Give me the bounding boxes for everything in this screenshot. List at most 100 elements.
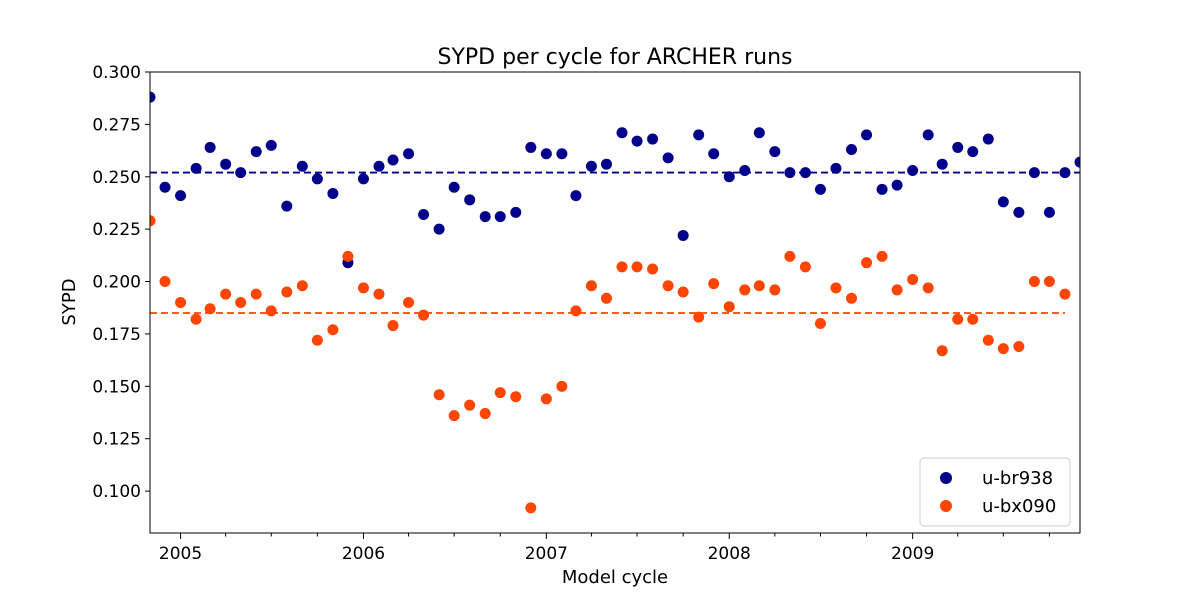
plot-area bbox=[150, 91, 1080, 514]
y-axis-title: SYPD bbox=[59, 278, 80, 325]
data-point-u-br938 bbox=[616, 127, 628, 139]
data-point-u-br938 bbox=[311, 173, 323, 185]
data-point-u-bx090 bbox=[250, 288, 262, 300]
data-point-u-bx090 bbox=[357, 282, 369, 294]
data-point-u-br938 bbox=[159, 181, 171, 193]
data-point-u-br938 bbox=[570, 190, 582, 202]
y-tick-label: 0.175 bbox=[92, 325, 141, 345]
y-tick-label: 0.275 bbox=[92, 115, 141, 135]
data-point-u-br938 bbox=[631, 135, 643, 147]
data-point-u-bx090 bbox=[327, 324, 339, 336]
data-point-u-br938 bbox=[967, 146, 979, 158]
data-point-u-bx090 bbox=[830, 282, 842, 294]
data-point-u-br938 bbox=[464, 194, 476, 206]
data-point-u-bx090 bbox=[647, 263, 659, 275]
data-point-u-bx090 bbox=[753, 280, 765, 292]
data-point-u-br938 bbox=[373, 160, 385, 172]
data-point-u-br938 bbox=[1013, 206, 1025, 218]
data-point-u-bx090 bbox=[723, 301, 735, 313]
data-point-u-bx090 bbox=[403, 297, 415, 308]
y-tick-label: 0.250 bbox=[92, 168, 141, 188]
data-point-u-bx090 bbox=[175, 297, 187, 308]
data-point-u-bx090 bbox=[342, 250, 354, 262]
data-point-u-bx090 bbox=[311, 334, 323, 346]
data-point-u-bx090 bbox=[708, 278, 720, 290]
data-point-u-bx090 bbox=[510, 391, 522, 403]
data-point-u-bx090 bbox=[997, 343, 1009, 355]
data-point-u-br938 bbox=[433, 223, 445, 235]
data-point-u-bx090 bbox=[891, 284, 903, 296]
data-point-u-bx090 bbox=[525, 502, 537, 514]
data-point-u-bx090 bbox=[922, 282, 934, 294]
data-point-u-br938 bbox=[769, 146, 781, 158]
data-point-u-br938 bbox=[403, 148, 415, 160]
data-point-u-bx090 bbox=[677, 286, 689, 298]
data-point-u-br938 bbox=[281, 200, 293, 212]
data-point-u-br938 bbox=[585, 160, 597, 172]
y-tick-label: 0.225 bbox=[92, 220, 141, 240]
legend-label-u-bx090: u-bx090 bbox=[982, 496, 1056, 517]
x-tick-label: 2008 bbox=[708, 544, 751, 564]
data-point-u-br938 bbox=[387, 154, 399, 166]
data-point-u-br938 bbox=[647, 133, 659, 145]
plot-clipped-group bbox=[150, 91, 1080, 514]
data-point-u-br938 bbox=[510, 206, 522, 218]
data-point-u-bx090 bbox=[1028, 276, 1040, 288]
data-point-u-br938 bbox=[327, 188, 339, 200]
data-point-u-br938 bbox=[265, 139, 277, 151]
data-point-u-bx090 bbox=[159, 276, 171, 288]
data-point-u-br938 bbox=[936, 158, 948, 170]
data-point-u-bx090 bbox=[907, 273, 919, 285]
data-point-u-br938 bbox=[1043, 206, 1055, 218]
data-point-u-bx090 bbox=[662, 280, 674, 292]
data-point-u-br938 bbox=[891, 179, 903, 191]
data-point-u-br938 bbox=[784, 167, 796, 179]
data-point-u-bx090 bbox=[631, 261, 643, 273]
data-point-u-bx090 bbox=[418, 309, 430, 321]
data-point-u-br938 bbox=[357, 173, 369, 185]
data-point-u-br938 bbox=[708, 148, 720, 160]
data-point-u-br938 bbox=[150, 91, 156, 103]
data-point-u-bx090 bbox=[235, 297, 247, 308]
axis-ticks: 0.100 0.125 0.150 0.175 0.200 0.225 0.250 0.275… bbox=[92, 63, 1050, 564]
data-point-u-bx090 bbox=[540, 393, 552, 405]
data-point-u-bx090 bbox=[1059, 288, 1071, 300]
data-point-u-br938 bbox=[846, 144, 858, 156]
data-point-u-br938 bbox=[296, 160, 308, 172]
data-point-u-br938 bbox=[479, 211, 491, 223]
data-point-u-bx090 bbox=[220, 288, 232, 300]
data-point-u-bx090 bbox=[982, 334, 994, 346]
data-point-u-br938 bbox=[525, 141, 537, 153]
data-point-u-br938 bbox=[1059, 167, 1071, 179]
data-point-u-br938 bbox=[494, 211, 506, 223]
data-point-u-br938 bbox=[175, 190, 187, 202]
data-point-u-bx090 bbox=[448, 410, 460, 422]
data-point-u-br938 bbox=[723, 171, 735, 183]
data-point-u-br938 bbox=[600, 158, 612, 170]
data-point-u-bx090 bbox=[556, 380, 568, 392]
data-point-u-br938 bbox=[448, 181, 460, 193]
data-point-u-bx090 bbox=[876, 250, 888, 262]
chart-title: SYPD per cycle for ARCHER runs bbox=[438, 45, 793, 70]
legend-marker-u-bx090 bbox=[940, 500, 952, 512]
data-point-u-bx090 bbox=[373, 288, 385, 300]
data-point-u-br938 bbox=[662, 152, 674, 164]
data-point-u-bx090 bbox=[387, 320, 399, 332]
y-tick-label: 0.200 bbox=[92, 273, 141, 293]
data-point-u-bx090 bbox=[1043, 276, 1055, 288]
data-point-u-bx090 bbox=[814, 317, 826, 329]
data-point-u-bx090 bbox=[739, 284, 751, 296]
data-point-u-br938 bbox=[190, 162, 202, 174]
x-tick-label: 2009 bbox=[891, 544, 934, 564]
data-point-u-bx090 bbox=[296, 280, 308, 292]
x-axis-title: Model cycle bbox=[562, 567, 668, 588]
data-point-u-br938 bbox=[235, 167, 247, 179]
data-point-u-bx090 bbox=[600, 292, 612, 304]
data-point-u-br938 bbox=[830, 162, 842, 174]
y-tick-label: 0.150 bbox=[92, 377, 141, 397]
data-point-u-br938 bbox=[250, 146, 262, 158]
data-point-u-bx090 bbox=[433, 389, 445, 401]
data-point-u-br938 bbox=[677, 229, 689, 241]
data-point-u-bx090 bbox=[784, 250, 796, 262]
data-point-u-br938 bbox=[907, 164, 919, 176]
